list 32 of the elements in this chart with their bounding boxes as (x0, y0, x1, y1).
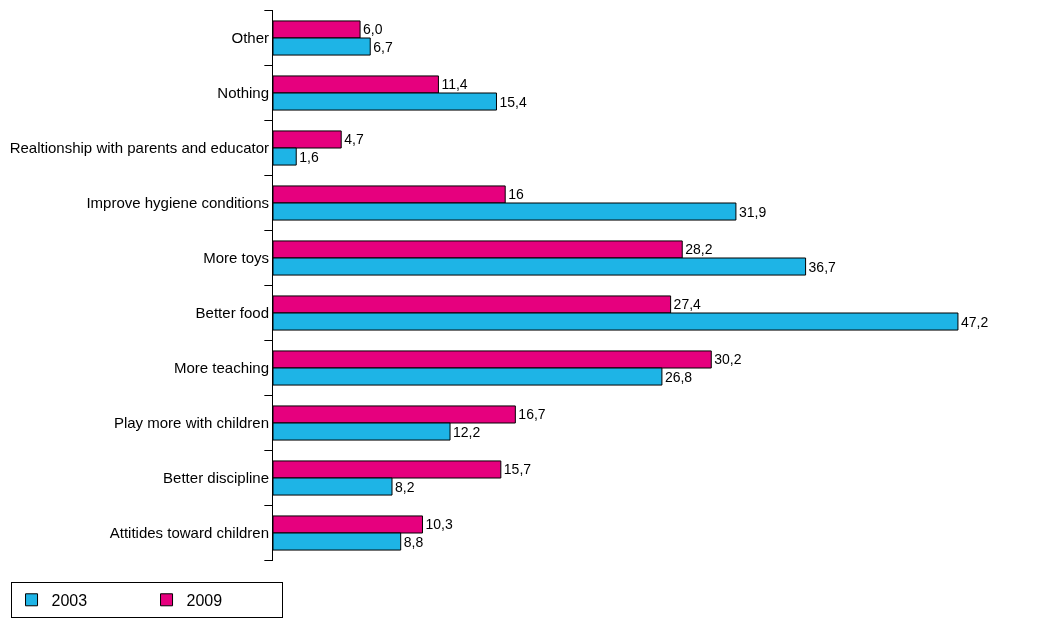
data-label: 47,2 (960, 313, 989, 330)
data-label: 27,4 (673, 296, 702, 313)
y-tick-label: Play more with children (113, 414, 269, 432)
data-label: 8,8 (403, 533, 424, 550)
y-tick-label: More teaching (173, 359, 269, 377)
data-label: 15,4 (499, 93, 527, 110)
y-tick-label: Attitides toward children (109, 524, 269, 542)
data-label: 10,3 (425, 516, 453, 533)
data-label: 16 (508, 186, 524, 203)
data-label: 28,2 (685, 241, 713, 258)
y-tick-label: Other (231, 29, 269, 47)
y-tick-label: Nothing (217, 84, 269, 102)
legend-label: 2003 (51, 592, 88, 610)
data-label: 31,9 (738, 203, 767, 220)
y-tick-label: Realtionship with parents and educator (9, 139, 269, 157)
data-label: 11,4 (441, 76, 468, 93)
y-tick-label: Improve hygiene conditions (86, 194, 269, 212)
data-label: 16,7 (518, 406, 546, 423)
y-tick-label: More toys (203, 249, 269, 267)
data-label: 8,2 (395, 478, 415, 495)
legend-label: 2009 (186, 592, 223, 610)
data-label: 6,7 (373, 38, 393, 55)
data-label: 26,8 (664, 368, 693, 385)
data-label: 4,7 (344, 131, 364, 148)
data-label: 15,7 (503, 461, 532, 478)
data-label: 1,6 (299, 148, 319, 165)
data-label: 6,0 (363, 21, 383, 38)
y-tick-label: Better food (195, 304, 269, 322)
data-label: 30,2 (714, 351, 742, 368)
data-label: 36,7 (808, 258, 837, 275)
data-label: 12,2 (453, 423, 481, 440)
y-tick-label: Better discipline (163, 469, 269, 487)
